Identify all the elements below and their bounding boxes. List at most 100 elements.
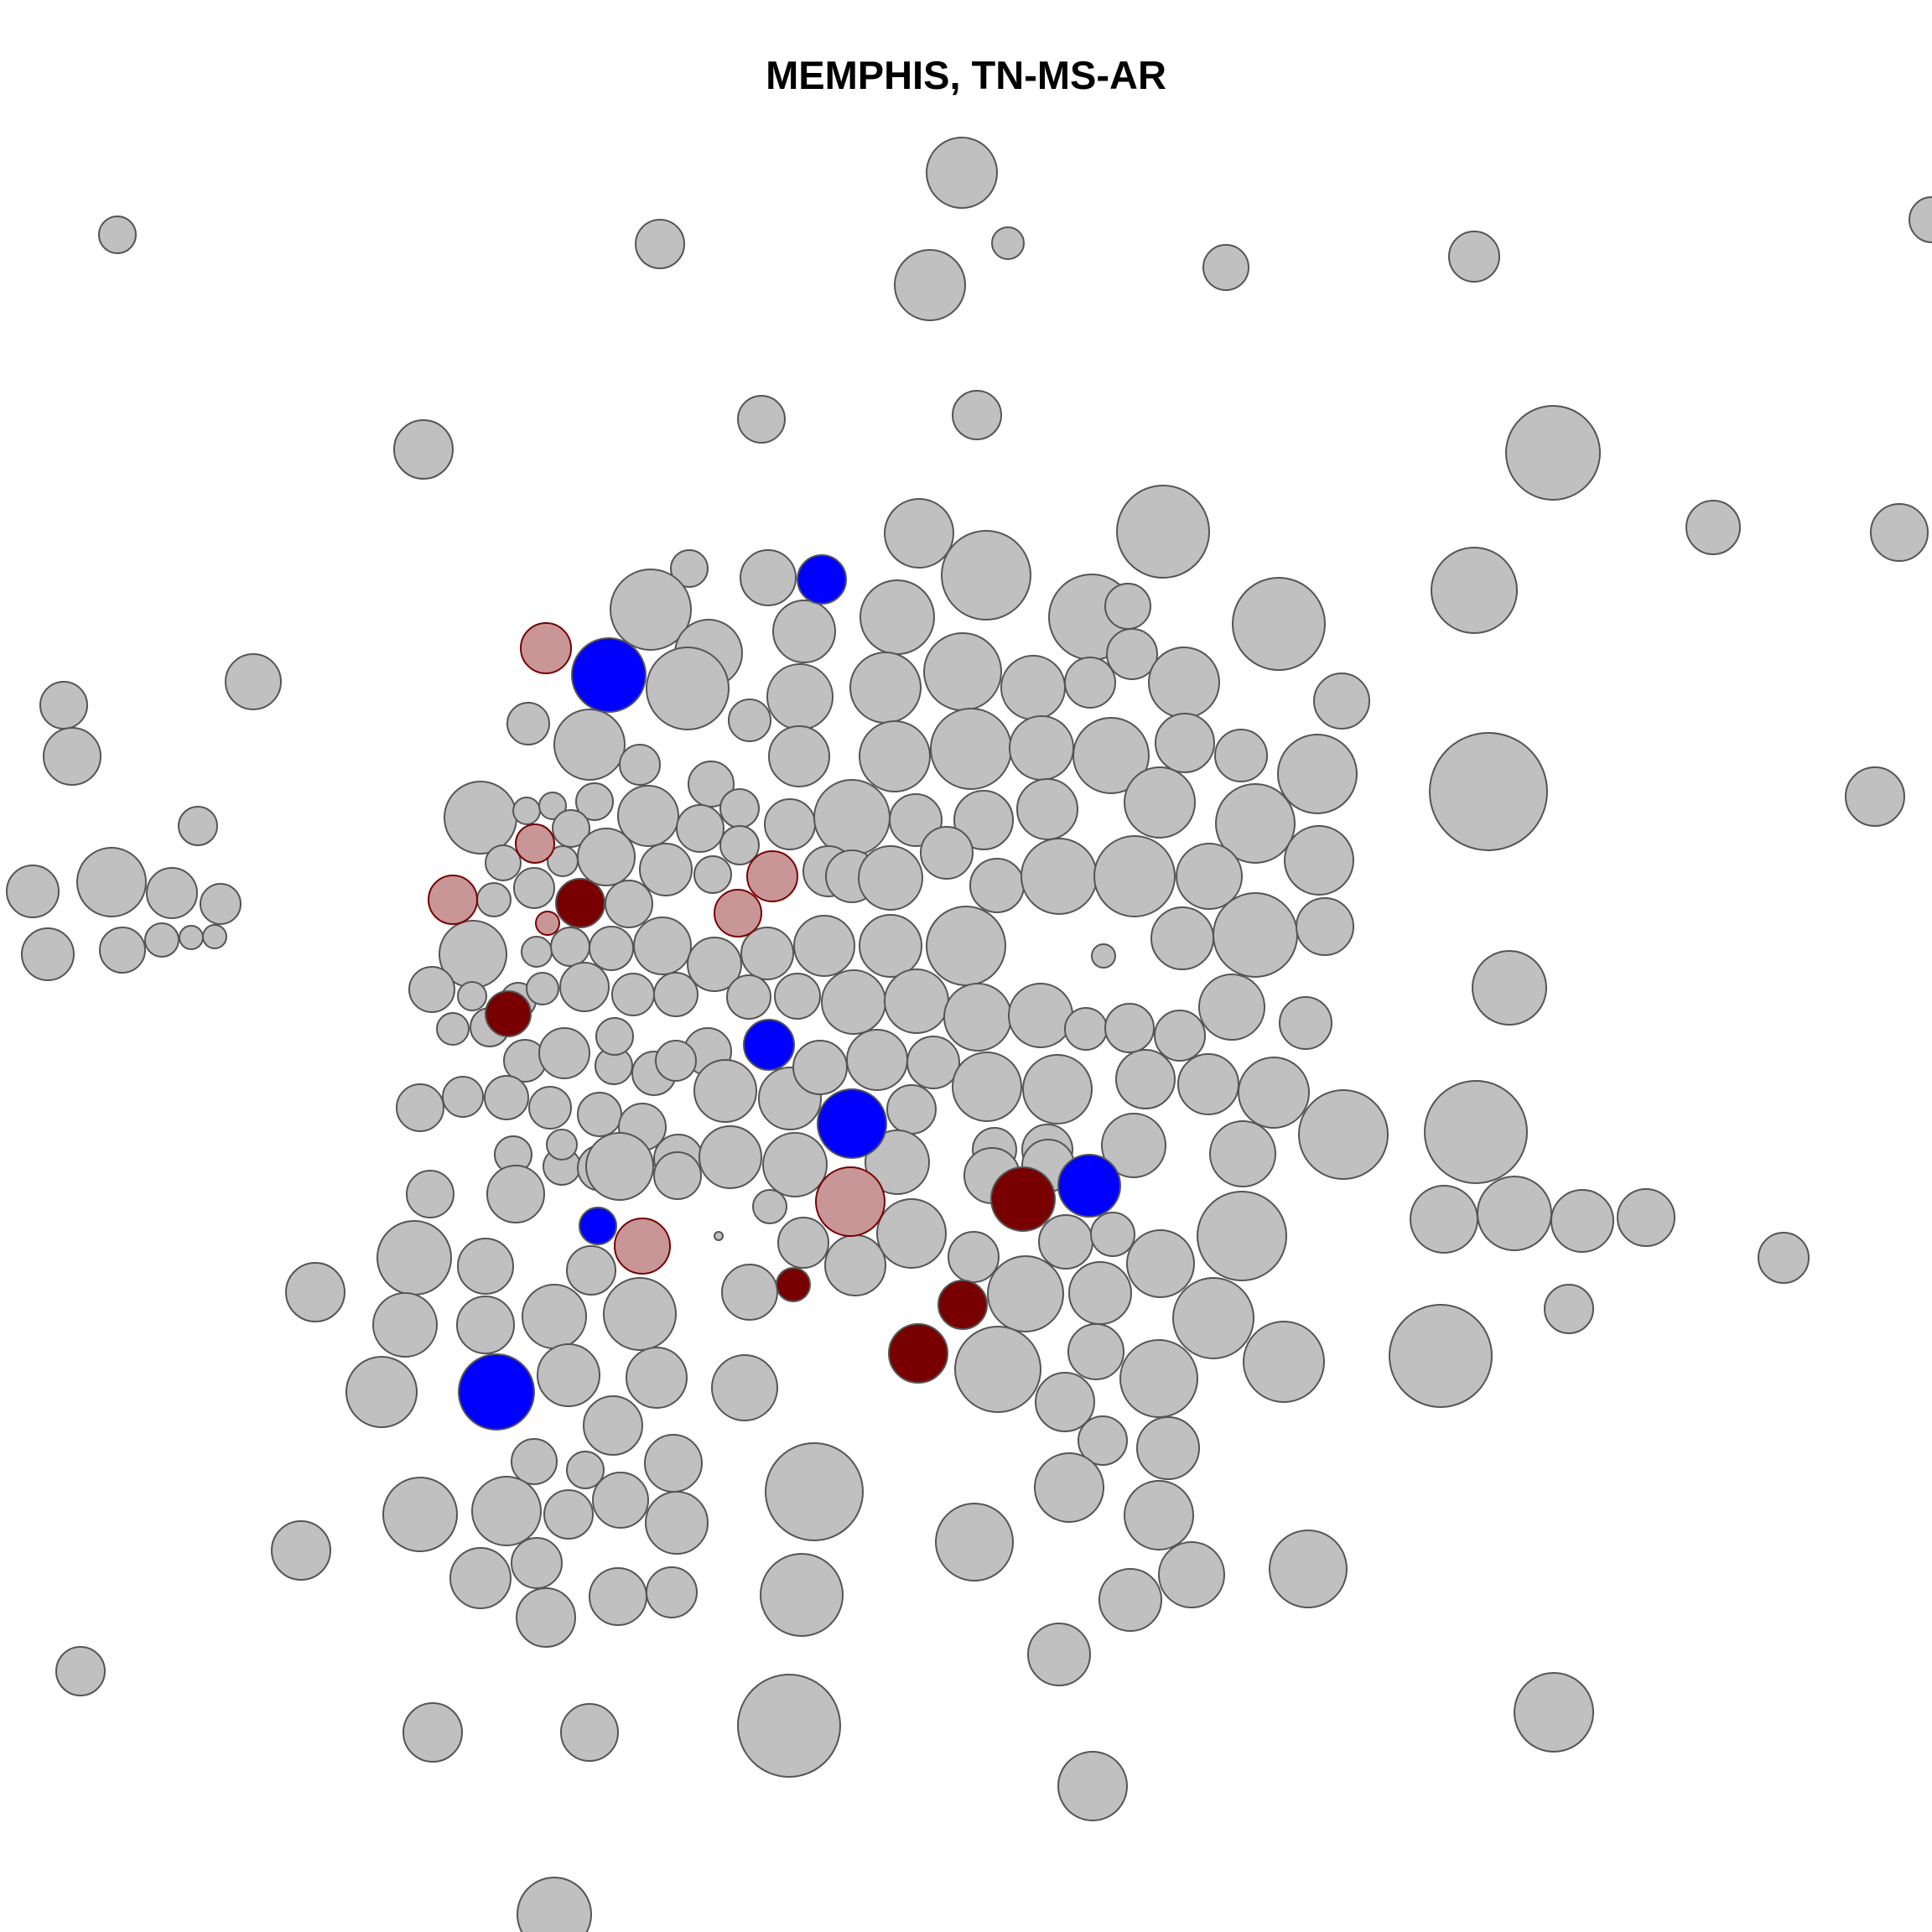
bubble-neutral-233 <box>589 1567 647 1626</box>
bubble-light-red-0 <box>520 622 572 674</box>
bubble-neutral-56 <box>768 725 830 787</box>
bubble-neutral-125 <box>1104 1003 1155 1053</box>
bubble-neutral-31 <box>740 549 797 606</box>
bubble-neutral-218 <box>644 1434 703 1493</box>
bubble-neutral-243 <box>1514 1672 1594 1753</box>
chart-title: MEMPHIS, TN-MS-AR <box>766 53 1166 97</box>
bubble-neutral-137 <box>595 1017 634 1056</box>
bubble-neutral-27 <box>179 925 204 950</box>
bubble-neutral-238 <box>55 1646 106 1696</box>
bubble-neutral-186 <box>1038 1214 1093 1270</box>
bubble-neutral-237 <box>516 1587 576 1648</box>
bubble-neutral-14 <box>1685 500 1741 555</box>
bubble-neutral-184 <box>876 1198 947 1269</box>
bubble-light-red-5 <box>714 889 762 937</box>
bubble-neutral-150 <box>442 1076 484 1118</box>
bubble-neutral-121 <box>884 969 949 1034</box>
bubble-neutral-206 <box>954 1326 1041 1413</box>
bubble-neutral-156 <box>699 1125 762 1189</box>
bubble-neutral-231 <box>1269 1530 1348 1608</box>
bubble-neutral-177 <box>1617 1188 1675 1247</box>
bubble-neutral-221 <box>592 1472 649 1529</box>
bubble-neutral-44 <box>553 709 626 781</box>
bubble-neutral-114 <box>526 972 559 1005</box>
bubble-neutral-38 <box>1431 547 1518 634</box>
bubble-neutral-19 <box>178 806 218 846</box>
bubble-neutral-223 <box>935 1503 1014 1581</box>
bubble-neutral-79 <box>1284 825 1354 896</box>
bubble-dark-red-0 <box>555 878 605 928</box>
bubble-dark-red-3 <box>776 1267 811 1302</box>
bubble-neutral-162 <box>1209 1120 1276 1187</box>
bubble-neutral-18 <box>43 727 101 786</box>
bubble-neutral-143 <box>906 1036 960 1089</box>
bubble-neutral-127 <box>1198 974 1265 1041</box>
bubble-neutral-2 <box>926 137 998 209</box>
bubble-neutral-21 <box>76 847 147 917</box>
bubble-neutral-39 <box>1232 577 1326 671</box>
bubble-neutral-29 <box>670 549 709 588</box>
bubble-neutral-118 <box>726 974 771 1020</box>
bubble-neutral-226 <box>382 1477 458 1552</box>
bubble-neutral-6 <box>1448 231 1500 283</box>
bubble-neutral-234 <box>646 1566 698 1618</box>
bubble-neutral-189 <box>377 1220 452 1296</box>
bubble-neutral-169 <box>546 1129 578 1161</box>
bubble-dark-red-1 <box>485 990 532 1037</box>
bubble-neutral-185 <box>948 1231 1000 1283</box>
bubble-neutral-54 <box>619 744 661 786</box>
bubble-neutral-210 <box>537 1343 600 1407</box>
bubble-neutral-106 <box>687 937 742 992</box>
bubble-neutral-196 <box>1068 1261 1132 1325</box>
bubble-neutral-8 <box>393 419 454 480</box>
bubble-neutral-232 <box>449 1547 512 1609</box>
bubble-neutral-152 <box>528 1086 572 1130</box>
bubble-neutral-68 <box>552 809 590 848</box>
bubble-neutral-165 <box>406 1170 454 1218</box>
bubble-neutral-171 <box>585 1132 654 1201</box>
bubble-neutral-104 <box>589 926 634 971</box>
bubble-neutral-200 <box>1544 1284 1594 1334</box>
bubble-neutral-77 <box>1124 766 1196 839</box>
bubble-neutral-220 <box>543 1489 594 1540</box>
bubble-neutral-168 <box>486 1165 545 1223</box>
bubble-neutral-183 <box>777 1217 829 1269</box>
bubble-neutral-11 <box>1505 405 1601 501</box>
bubble-neutral-229 <box>511 1537 563 1589</box>
bubble-neutral-157 <box>762 1132 828 1197</box>
bubble-neutral-small-0 <box>714 1231 724 1241</box>
bubble-blue-4 <box>1057 1154 1121 1218</box>
bubble-neutral-208 <box>1119 1339 1198 1418</box>
bubble-neutral-86 <box>476 882 512 917</box>
bubble-neutral-70 <box>676 804 724 853</box>
bubble-neutral-190 <box>457 1238 514 1295</box>
bubble-neutral-222 <box>645 1491 709 1555</box>
bubble-neutral-5 <box>1202 244 1249 291</box>
bubble-neutral-202 <box>456 1296 515 1354</box>
bubble-neutral-16 <box>225 653 282 710</box>
bubble-neutral-224 <box>1034 1452 1104 1523</box>
bubble-neutral-126 <box>1154 1010 1206 1062</box>
bubble-neutral-115 <box>559 962 610 1012</box>
bubble-neutral-149 <box>396 1083 444 1132</box>
bubble-blue-3 <box>817 1088 887 1159</box>
bubble-neutral-98 <box>1296 897 1354 956</box>
bubble-neutral-230 <box>1158 1541 1225 1608</box>
bubble-dark-red-2 <box>990 1166 1056 1232</box>
bubble-neutral-71 <box>719 788 760 828</box>
bubble-neutral-82 <box>577 828 636 886</box>
bubble-neutral-110 <box>926 906 1006 986</box>
bubble-neutral-50 <box>1000 655 1066 720</box>
bubble-neutral-25 <box>99 927 146 974</box>
bubble-neutral-95 <box>1093 835 1176 917</box>
bubble-light-red-4 <box>746 850 798 902</box>
bubble-neutral-76 <box>1016 778 1078 840</box>
bubble-neutral-13 <box>884 498 954 569</box>
bubble-neutral-58 <box>930 708 1012 790</box>
bubble-light-red-6 <box>815 1166 886 1237</box>
bubble-neutral-214 <box>1078 1415 1128 1466</box>
bubble-neutral-93 <box>969 858 1025 913</box>
bubble-neutral-15 <box>1870 503 1929 562</box>
bubble-neutral-61 <box>1155 713 1215 773</box>
bubble-neutral-73 <box>813 779 891 856</box>
